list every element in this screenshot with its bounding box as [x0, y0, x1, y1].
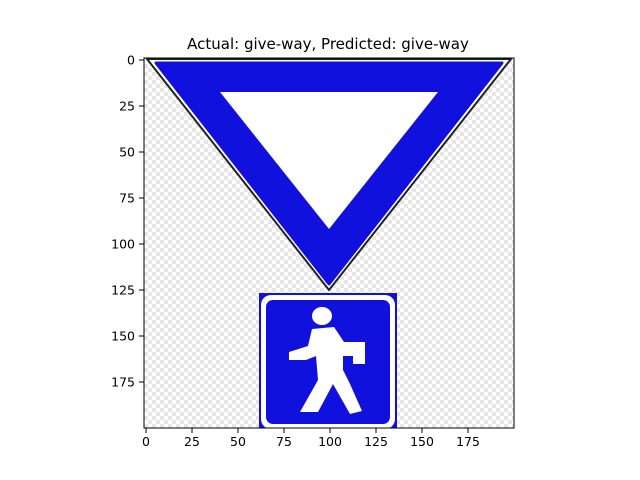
x-tick-label: 175	[456, 434, 480, 449]
y-tick-label: 50	[119, 145, 135, 160]
axes-frame	[143, 57, 515, 429]
y-tick-label: 0	[127, 53, 135, 68]
pedestrian-figure-icon	[289, 307, 365, 414]
x-tick-label: 0	[142, 434, 150, 449]
y-tick-label: 100	[111, 237, 135, 252]
give-way-white-center	[220, 92, 438, 229]
y-tick-label: 75	[119, 191, 135, 206]
y-tick-label: 25	[119, 99, 135, 114]
figure-title: Actual: give-way, Predicted: give-way	[187, 35, 469, 53]
x-axis: 0 25 50 75 100 125 150 175	[142, 428, 480, 449]
x-tick-label: 125	[364, 434, 388, 449]
x-tick-label: 75	[276, 434, 292, 449]
x-tick-label: 25	[184, 434, 200, 449]
pedestrian-sign	[259, 293, 397, 428]
y-axis: 0 25 50 75 100 125 150 175	[111, 53, 144, 390]
give-way-sign	[146, 58, 512, 291]
y-tick-label: 150	[111, 329, 135, 344]
x-tick-label: 150	[410, 434, 434, 449]
image-area	[144, 58, 514, 428]
x-tick-label: 100	[318, 434, 342, 449]
x-tick-label: 50	[230, 434, 246, 449]
y-tick-label: 125	[111, 283, 135, 298]
y-tick-label: 175	[111, 375, 135, 390]
